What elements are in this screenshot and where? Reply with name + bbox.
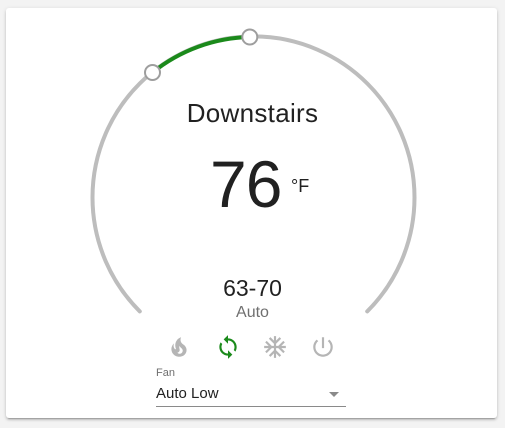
hvac-mode-label: Auto [236, 304, 269, 321]
high-setpoint-handle[interactable] [241, 28, 259, 46]
flame-icon [171, 337, 187, 357]
fan-selected-value: Auto Low [156, 385, 219, 402]
heat-cool-mode-button[interactable] [215, 334, 241, 360]
target-range-arc [150, 35, 252, 75]
low-setpoint-handle[interactable] [144, 64, 161, 81]
snowflake-icon [264, 336, 286, 358]
fan-label: Fan [156, 367, 175, 379]
power-icon [313, 337, 333, 357]
thermostat-name: Downstairs [186, 98, 319, 128]
sync-icon [219, 335, 237, 359]
fan-mode-dropdown[interactable]: Fan Auto Low [156, 367, 346, 407]
target-range: 63-70 [223, 275, 282, 301]
current-temperature-display: 76 °F [210, 146, 309, 226]
temperature-unit: °F [291, 176, 310, 196]
heat-mode-button[interactable] [166, 334, 192, 360]
cool-mode-button[interactable] [262, 334, 288, 360]
fan-select[interactable]: Auto Low [156, 384, 346, 407]
current-temperature: 76 [210, 147, 282, 221]
hvac-mode-buttons [0, 334, 505, 360]
off-mode-button[interactable] [310, 334, 336, 360]
chevron-down-icon [329, 392, 339, 397]
